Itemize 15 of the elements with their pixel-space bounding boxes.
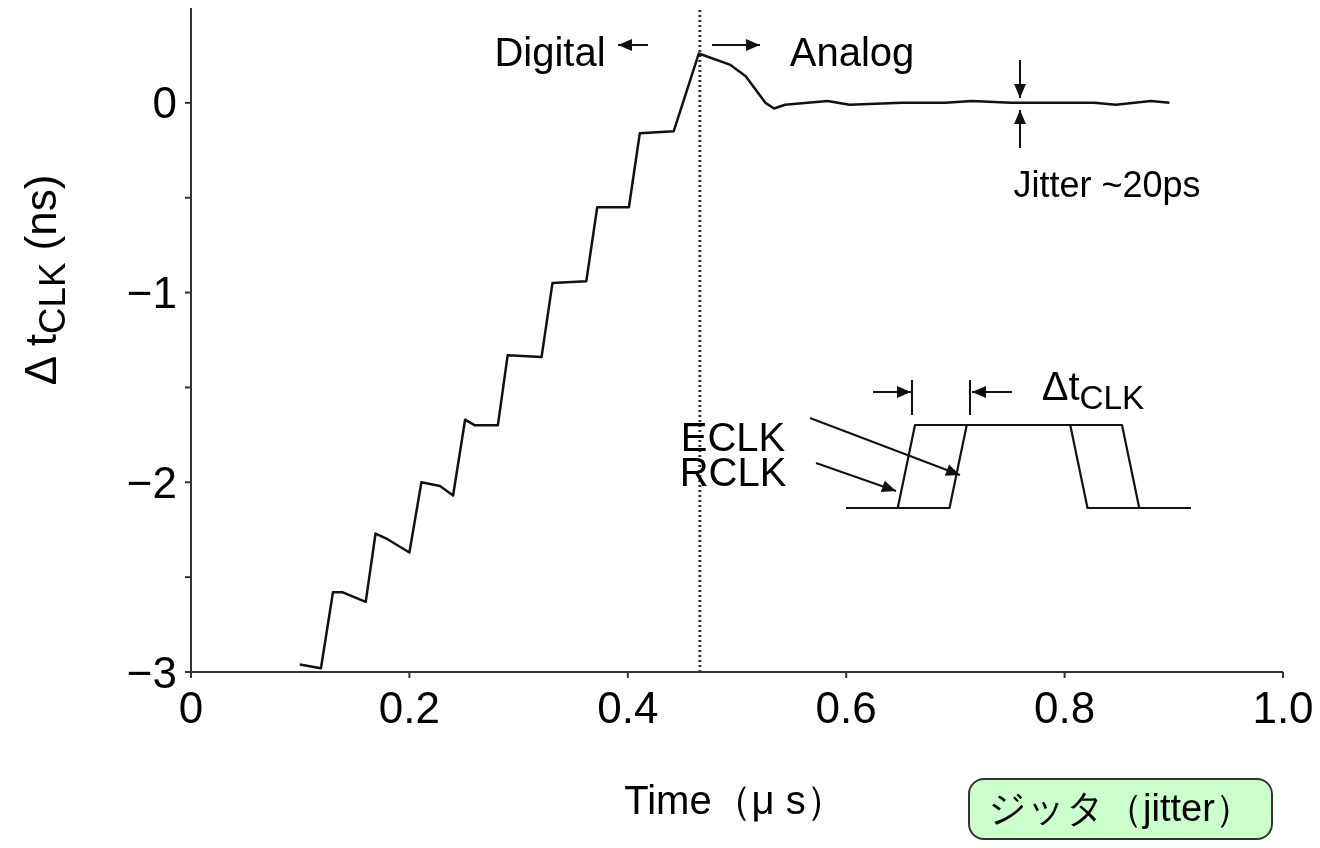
x-tick-label: 0.6 bbox=[815, 683, 877, 733]
y-tick-label: −2 bbox=[126, 457, 177, 507]
y-tick-label: 0 bbox=[152, 78, 177, 128]
x-tick-label: 1.0 bbox=[1252, 683, 1314, 733]
annotation: Jitter ~20ps bbox=[1013, 164, 1201, 205]
annotation: Analog bbox=[789, 30, 915, 74]
x-axis-title: Time（μ s） bbox=[624, 776, 846, 824]
annotation: Digital bbox=[494, 30, 606, 74]
y-tick-label: −1 bbox=[126, 268, 177, 318]
x-tick-label: 0.2 bbox=[378, 683, 440, 733]
y-tick-label: −3 bbox=[126, 647, 177, 697]
x-tick-label: 0.4 bbox=[597, 683, 659, 733]
x-tick-label: 0.8 bbox=[1034, 683, 1096, 733]
annotation: Δt$_{CLK}$ bbox=[1041, 363, 1145, 416]
text: ジッタ（jitter） bbox=[968, 778, 1273, 840]
